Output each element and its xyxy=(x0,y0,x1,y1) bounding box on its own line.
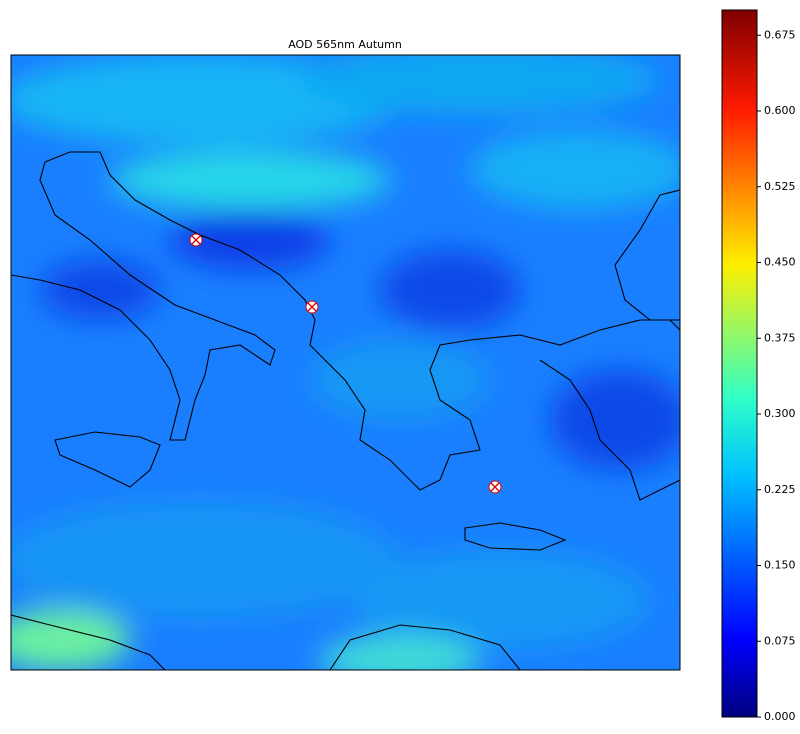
colorbar-tick-label: 0.375 xyxy=(764,331,796,344)
coastline-italy xyxy=(11,161,276,441)
coastline-greece xyxy=(319,319,680,491)
coastline-crete xyxy=(464,522,567,551)
site-marker xyxy=(488,480,502,494)
colorbar-tick-label: 0.000 xyxy=(764,710,796,723)
map-frame xyxy=(10,54,681,671)
coastline-anatolia xyxy=(539,359,680,501)
coastline-cyrenaica xyxy=(329,624,521,670)
map-title: AOD 565nm Autumn xyxy=(288,38,402,51)
colorbar-tick-label: 0.075 xyxy=(764,634,796,647)
coastline-sicily xyxy=(54,431,161,488)
colorbar-tick-label: 0.525 xyxy=(764,180,796,193)
colorbar-tick-label: 0.150 xyxy=(764,559,796,572)
coastline-turkey xyxy=(614,189,680,321)
aod-field xyxy=(11,55,680,670)
coastline-libya xyxy=(11,614,166,670)
site-marker xyxy=(189,233,203,247)
colorbar-tick-label: 0.225 xyxy=(764,483,796,496)
sites xyxy=(189,233,502,494)
colorbar xyxy=(721,9,758,718)
colorbar-tick-label: 0.300 xyxy=(764,407,796,420)
coastlines xyxy=(11,151,680,670)
site-marker xyxy=(305,300,319,314)
colorbar-tick-label: 0.675 xyxy=(764,28,796,41)
colorbar-tick-label: 0.600 xyxy=(764,104,796,117)
colorbar-tick-label: 0.450 xyxy=(764,256,796,269)
